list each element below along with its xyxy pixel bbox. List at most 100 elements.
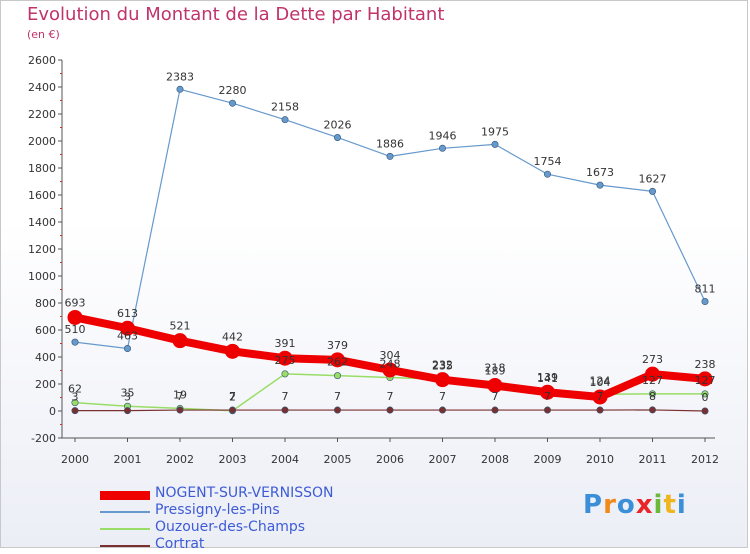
- series-point-1: [71, 338, 79, 346]
- x-tick-label: 2011: [639, 453, 667, 466]
- x-tick-label: 2000: [61, 453, 89, 466]
- logo-letter: x: [635, 490, 654, 520]
- series-point-3: [596, 406, 604, 414]
- data-label: 811: [695, 283, 716, 296]
- series-point-3: [543, 406, 551, 414]
- x-tick-label: 2002: [166, 453, 194, 466]
- series-point-0: [225, 343, 240, 359]
- series-point-2: [701, 390, 709, 398]
- y-tick-label: 800: [35, 297, 56, 310]
- y-tick-label: 2200: [28, 108, 56, 121]
- series-point-3: [333, 406, 341, 414]
- data-label: 7: [597, 390, 604, 403]
- data-label: 189: [485, 364, 506, 377]
- data-label: 3: [124, 391, 131, 404]
- series-point-2: [281, 370, 289, 378]
- data-label: 0: [702, 391, 709, 404]
- series-point-2: [71, 399, 79, 407]
- data-label: 7: [282, 390, 289, 403]
- chart-title: Evolution du Montant de la Dette par Hab…: [27, 4, 445, 25]
- data-label: 7: [492, 390, 499, 403]
- y-tick-label: 2400: [28, 81, 56, 94]
- data-label: 7: [544, 390, 551, 403]
- series-point-0: [382, 362, 398, 378]
- data-label: 7: [439, 390, 446, 403]
- series-point-3: [701, 407, 709, 415]
- x-tick-label: 2008: [481, 453, 509, 466]
- y-tick-label: 400: [35, 351, 56, 364]
- y-tick-label: 200: [35, 378, 56, 391]
- series-point-0: [645, 366, 660, 382]
- data-label: 304: [380, 349, 401, 362]
- data-label: 391: [275, 337, 296, 350]
- legend-label: Ouzouer-des-Champs: [155, 519, 306, 535]
- series-point-2: [333, 372, 341, 380]
- series-point-1: [491, 140, 499, 148]
- series-point-3: [281, 406, 289, 414]
- series-point-0: [277, 350, 293, 366]
- data-label: 232: [432, 359, 453, 372]
- legend-swatch: [100, 511, 150, 513]
- data-label: 238: [695, 358, 716, 371]
- x-tick-label: 2010: [586, 453, 614, 466]
- data-label: 2: [229, 391, 236, 404]
- data-label: 2383: [166, 70, 194, 83]
- y-tick-label: 1600: [28, 189, 56, 202]
- y-tick-label: 0: [49, 405, 56, 418]
- data-label: 521: [170, 320, 191, 333]
- logo-letter: t: [663, 490, 677, 520]
- series-line-1: [74, 88, 706, 350]
- proxiti-logo: Proxiti: [583, 490, 687, 520]
- series-point-1: [438, 144, 446, 152]
- data-label: 1673: [586, 166, 614, 179]
- data-label: 693: [65, 296, 86, 309]
- data-label: 7: [334, 390, 341, 403]
- data-label: 1975: [481, 125, 509, 138]
- logo-letter: o: [616, 490, 636, 520]
- data-label: 273: [642, 353, 663, 366]
- series-point-1: [648, 187, 656, 195]
- series-point-1: [124, 344, 132, 352]
- series-point-0: [120, 320, 135, 336]
- y-tick-label: 1200: [28, 243, 56, 256]
- x-tick-label: 2001: [114, 453, 142, 466]
- series-point-0: [540, 384, 555, 400]
- data-label: 3: [72, 391, 79, 404]
- series-point-1: [281, 116, 289, 124]
- series-point-1: [333, 133, 341, 141]
- y-tick-label: 1000: [28, 270, 56, 283]
- data-label: 248: [380, 358, 401, 371]
- series-point-3: [71, 407, 79, 415]
- x-tick-label: 2004: [271, 453, 299, 466]
- data-label: 19: [173, 388, 187, 401]
- data-label: 1627: [639, 172, 667, 185]
- logo-letter: i: [676, 490, 687, 520]
- data-label: 1754: [534, 155, 562, 168]
- y-tick-label: 2600: [28, 54, 56, 67]
- x-tick-label: 2007: [429, 453, 457, 466]
- series-point-3: [124, 407, 132, 415]
- data-label: 2026: [324, 118, 352, 131]
- data-label: 442: [222, 330, 243, 343]
- logo-letter: i: [653, 490, 664, 520]
- data-label: 127: [642, 374, 663, 387]
- data-label: 463: [117, 329, 138, 342]
- legend-label: NOGENT-SUR-VERNISSON: [155, 485, 334, 501]
- data-label: 613: [117, 307, 138, 320]
- series-point-1: [701, 298, 709, 306]
- y-tick-label: 1800: [28, 162, 56, 175]
- legend-swatch: [100, 545, 150, 547]
- legend-swatch: [100, 490, 150, 500]
- y-tick-label: -200: [31, 432, 56, 445]
- series-point-0: [697, 371, 713, 387]
- series-point-0: [67, 309, 83, 325]
- y-tick-label: 1400: [28, 216, 56, 229]
- data-label: 2280: [219, 84, 247, 97]
- series-point-3: [229, 406, 237, 414]
- x-tick-label: 2006: [376, 453, 404, 466]
- y-tick-label: 600: [35, 324, 56, 337]
- x-tick-label: 2009: [534, 453, 562, 466]
- legend-label: Cortrat: [155, 536, 205, 552]
- logo-letter: P: [583, 490, 604, 520]
